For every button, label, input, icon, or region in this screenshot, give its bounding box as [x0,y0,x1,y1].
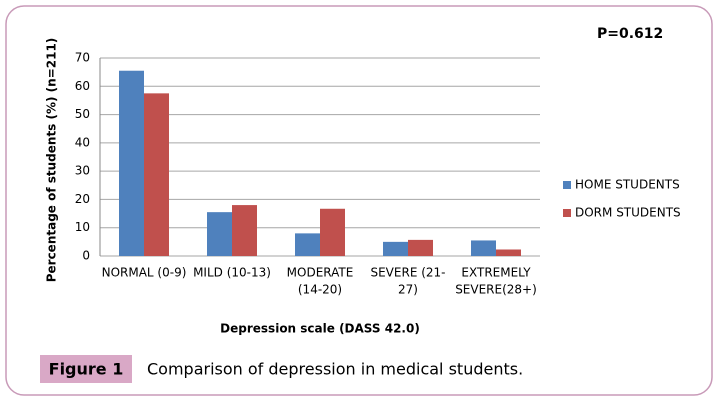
bar [408,239,433,256]
x-tick-label: EXTREMELY [461,266,531,280]
x-axis-label: Depression scale (DASS 42.0) [220,322,420,336]
legend-label: HOME STUDENTS [575,178,680,192]
figure-frame [5,5,713,396]
y-tick-label: 20 [75,192,90,206]
y-tick-label: 0 [82,249,90,263]
y-tick-label: 40 [75,135,90,149]
x-tick-label: SEVERE (21- [370,266,445,280]
x-tick-label: (14-20) [298,283,342,297]
bar [295,233,320,256]
legend-swatch [563,181,571,189]
bar [207,212,232,256]
x-tick-label: NORMAL (0-9) [102,266,187,280]
bar [320,208,345,256]
bar [471,240,496,256]
x-tick-label: MILD (10-13) [193,266,271,280]
y-tick-label: 30 [75,164,90,178]
legend-label: DORM STUDENTS [575,206,681,220]
bar [144,93,169,256]
x-tick-label: 27) [398,283,418,297]
annotation: P=0.612 [597,26,663,42]
x-tick-label: MODERATE [287,266,354,280]
x-tick-label: SEVERE(28+) [455,283,537,297]
y-axis-label: Percentage of students (%) (n=211) [45,38,59,283]
y-tick-label: 70 [75,51,90,65]
bar [383,241,408,256]
y-tick-label: 60 [75,79,90,93]
caption-label: Figure 1 [49,360,124,379]
caption-text: Comparison of depression in medical stud… [147,360,523,379]
y-tick-label: 50 [75,107,90,121]
bar [232,205,257,256]
legend-swatch [563,209,571,217]
bar [119,70,144,256]
y-tick-label: 10 [75,220,90,234]
bar [496,249,521,256]
caption-label-box [40,355,132,383]
